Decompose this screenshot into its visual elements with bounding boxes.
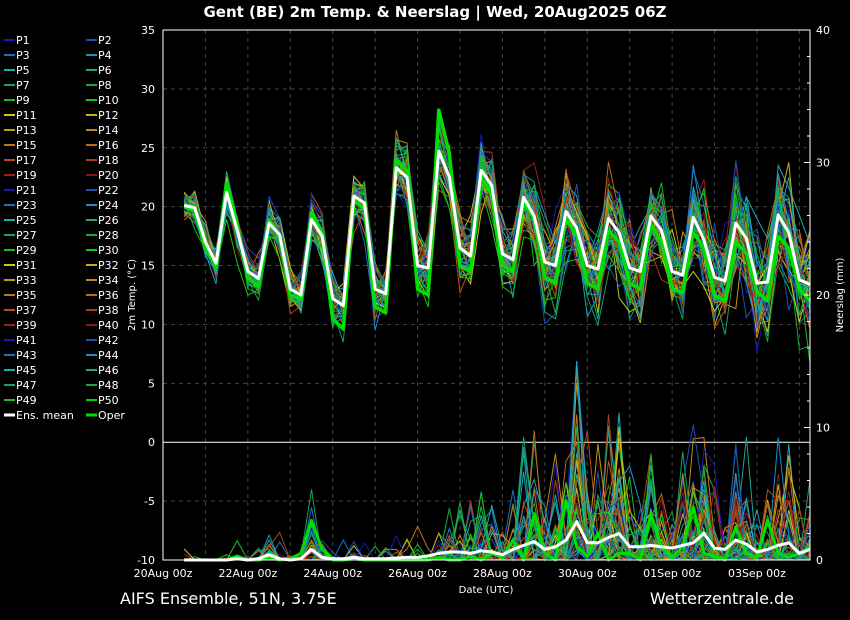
legend-label: P19: [16, 169, 37, 182]
main-lines: [183, 108, 812, 562]
legend: P1 P2 P3 P4 P5 P6 P7 P8 P9 P10 P11 P12 P13 P14 P15 P16 P…: [4, 34, 125, 422]
legend-label: P38: [98, 304, 119, 317]
legend-label: P31: [16, 259, 37, 272]
y-tick-label-right: 30: [816, 157, 830, 170]
y-tick-label-left: 35: [141, 24, 155, 37]
y-tick-label-right: 10: [816, 422, 830, 435]
member-precip-line-P33: [184, 363, 810, 561]
legend-label: P30: [98, 244, 119, 257]
x-tick-label: 20Aug 00z: [134, 567, 193, 580]
y-tick-label-left: 20: [141, 201, 155, 214]
y-tick-label-left: 30: [141, 83, 155, 96]
legend-label: P35: [16, 289, 37, 302]
legend-label: P28: [98, 229, 119, 242]
legend-label: P47: [16, 379, 37, 392]
legend-label: P23: [16, 199, 37, 212]
member-precip-line-P30: [184, 361, 810, 561]
x-tick-label: 30Aug 00z: [558, 567, 617, 580]
y-tick-label-left: -5: [144, 495, 155, 508]
legend-label: P44: [98, 349, 119, 362]
legend-label: P36: [98, 289, 119, 302]
y-tick-label-left: 5: [148, 377, 155, 390]
x-tick-label: 22Aug 00z: [218, 567, 277, 580]
legend-label: P39: [16, 319, 37, 332]
legend-label: P7: [16, 79, 30, 92]
y-tick-label-left: 0: [148, 436, 155, 449]
legend-label: P26: [98, 214, 119, 227]
legend-label: P18: [98, 154, 119, 167]
legend-label: P22: [98, 184, 119, 197]
y-tick-label-right: 0: [816, 554, 823, 567]
legend-label: P37: [16, 304, 37, 317]
legend-label: P14: [98, 124, 119, 137]
legend-label: P33: [16, 274, 37, 287]
legend-label: P24: [98, 199, 119, 212]
footer-model-info: AIFS Ensemble, 51N, 3.75E: [120, 589, 337, 608]
legend-label: P46: [98, 364, 119, 377]
member-precip-line-P1: [184, 361, 811, 561]
x-tick-label: 24Aug 00z: [303, 567, 362, 580]
legend-label: P3: [16, 49, 30, 62]
legend-label: P48: [98, 379, 119, 392]
y-tick-label-left: 25: [141, 142, 155, 155]
x-tick-label: 26Aug 00z: [388, 567, 447, 580]
axes: 35 30 25 20 15 10 5 0 -5 -10 40 30 20 10 0 20Aug 00z 22A…: [134, 24, 830, 580]
y-axis-label-right: Neerslag (mm): [835, 257, 846, 332]
legend-label: P25: [16, 214, 37, 227]
legend-label: Oper: [98, 409, 125, 422]
y-tick-label-left: -10: [137, 554, 155, 567]
member-lines: [183, 119, 811, 562]
legend-label: P4: [98, 49, 112, 62]
y-tick-label-right: 20: [816, 289, 830, 302]
member-precip-line-P45: [184, 361, 811, 562]
chart-title: Gent (BE) 2m Temp. & Neerslag | Wed, 20A…: [203, 3, 666, 22]
legend-label: P43: [16, 349, 37, 362]
legend-label: P15: [16, 139, 37, 152]
legend-label: P34: [98, 274, 119, 287]
legend-label: P32: [98, 259, 119, 272]
legend-label: P13: [16, 124, 37, 137]
legend-label: P21: [16, 184, 37, 197]
legend-label: Ens. mean: [16, 409, 74, 422]
legend-label: P50: [98, 394, 119, 407]
y-tick-label-left: 10: [141, 318, 155, 331]
legend-label: P16: [98, 139, 119, 152]
y-tick-label-left: 15: [141, 260, 155, 273]
member-precip-line-P35: [184, 369, 810, 562]
legend-label: P17: [16, 154, 37, 167]
legend-label: P41: [16, 334, 37, 347]
footer-source: Wetterzentrale.de: [650, 589, 794, 608]
ens-mean-temp-line: [183, 149, 811, 308]
legend-label: P20: [98, 169, 119, 182]
legend-label: P29: [16, 244, 37, 257]
legend-label: P11: [16, 109, 37, 122]
x-tick-label: 03Sep 00z: [728, 567, 786, 580]
legend-label: P12: [98, 109, 119, 122]
legend-label: P27: [16, 229, 37, 242]
y-tick-label-right: 40: [816, 24, 830, 37]
legend-label: P1: [16, 34, 30, 47]
y-axis-label-left: 2m Temp. (°C): [127, 259, 138, 331]
legend-label: P8: [98, 79, 112, 92]
legend-label: P42: [98, 334, 119, 347]
legend-label: P10: [98, 94, 119, 107]
legend-label: P40: [98, 319, 119, 332]
legend-label: P6: [98, 64, 112, 77]
member-precip-line-P44: [184, 361, 810, 561]
legend-label: P49: [16, 394, 37, 407]
x-axis-label: Date (UTC): [459, 585, 514, 596]
x-tick-label: 01Sep 00z: [643, 567, 701, 580]
legend-label: P2: [98, 34, 112, 47]
legend-label: P45: [16, 364, 37, 377]
legend-label: P5: [16, 64, 30, 77]
x-tick-label: 28Aug 00z: [473, 567, 532, 580]
legend-label: P9: [16, 94, 30, 107]
